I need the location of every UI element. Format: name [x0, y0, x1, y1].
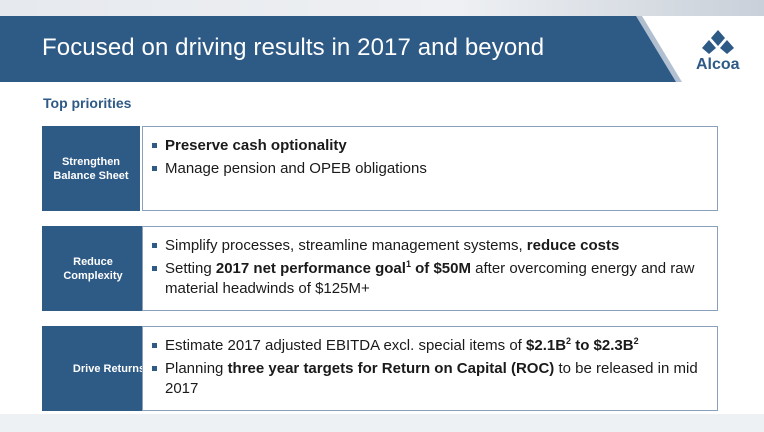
priority-label: Reduce Complexity	[42, 226, 144, 311]
bullet-text: after overcoming energy and raw material…	[165, 260, 695, 297]
priority-row: Reduce Complexity Simplify processes, st…	[42, 226, 722, 311]
bullet-text: Manage pension and OPEB obligations	[165, 160, 427, 177]
footnote-marker: 2	[633, 336, 639, 346]
section-title: Top priorities	[43, 95, 132, 111]
bullet-list: Preserve cash optionality Manage pension …	[152, 136, 707, 179]
bullet-text: reduce costs	[526, 237, 620, 254]
bullet-text: 2017 net performance goal	[215, 260, 406, 277]
bullet-square-icon	[152, 366, 157, 371]
bullet-square-icon	[152, 143, 157, 148]
top-strip	[0, 0, 764, 16]
bullet-text: Setting	[165, 260, 216, 277]
bullet-item: Planning three year targets for Return o…	[152, 359, 707, 399]
logo-text: Alcoa	[696, 56, 740, 73]
bullet-text: $2.1B	[526, 337, 567, 354]
footnote-marker: 1	[405, 259, 411, 269]
bullet-item: Estimate 2017 adjusted EBITDA excl. spec…	[152, 336, 707, 356]
bullet-text: Simplify processes, streamline managemen…	[165, 237, 527, 254]
bullet-text: Estimate 2017 adjusted EBITDA excl. spec…	[165, 337, 527, 354]
priority-row: Strengthen Balance Sheet Preserve cash o…	[42, 126, 722, 211]
footnote-marker: 2	[566, 336, 572, 346]
bullet-item: Simplify processes, streamline managemen…	[152, 236, 707, 256]
bullet-text: Planning	[165, 360, 228, 377]
bullet-list: Estimate 2017 adjusted EBITDA excl. spec…	[152, 336, 707, 399]
bullet-item: Setting 2017 net performance goal1 of $5…	[152, 259, 707, 299]
bullet-list: Simplify processes, streamline managemen…	[152, 236, 707, 299]
bullet-text: three year targets for Return on Capital…	[227, 360, 555, 377]
priority-label: Strengthen Balance Sheet	[42, 126, 140, 211]
bullet-square-icon	[152, 266, 157, 271]
bullet-text: of $50M	[410, 260, 471, 277]
bullet-item: Preserve cash optionality	[152, 136, 707, 156]
priority-content: Preserve cash optionality Manage pension …	[142, 126, 718, 211]
bullet-item: Manage pension and OPEB obligations	[152, 159, 707, 179]
bullet-square-icon	[152, 343, 157, 348]
bullet-square-icon	[152, 243, 157, 248]
bullet-text: to $2.3B	[571, 337, 634, 354]
bullet-text: Preserve cash optionality	[165, 137, 347, 154]
bottom-strip	[0, 414, 764, 432]
bullet-text: to be released in mid 2017	[165, 360, 698, 397]
bullet-square-icon	[152, 166, 157, 171]
slide-title: Focused on driving results in 2017 and b…	[42, 34, 545, 61]
priority-content: Simplify processes, streamline managemen…	[142, 226, 718, 311]
header-bar	[0, 16, 764, 82]
alcoa-logo-icon	[702, 30, 734, 54]
priority-content: Estimate 2017 adjusted EBITDA excl. spec…	[142, 326, 718, 411]
priority-row: Drive Returns Estimate 2017 adjusted EBI…	[42, 326, 722, 411]
